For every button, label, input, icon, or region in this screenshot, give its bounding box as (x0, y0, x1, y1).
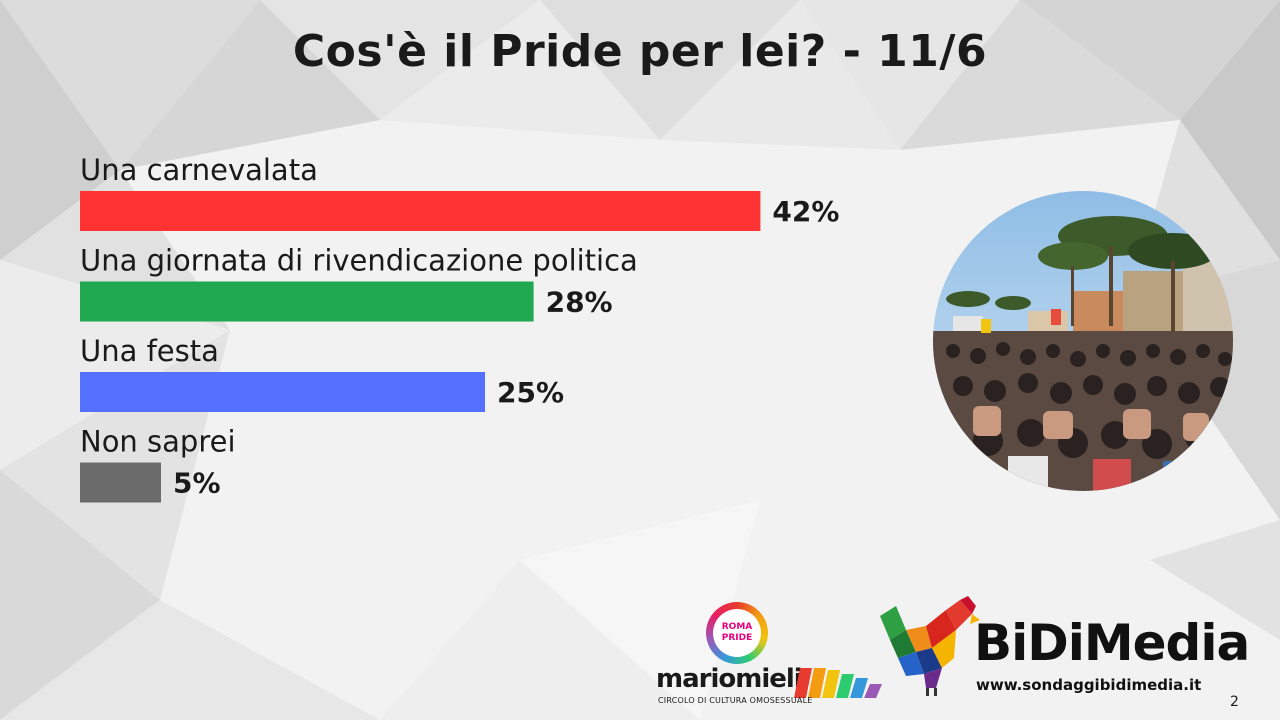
category-label: Una giornata di rivendicazione politica (80, 244, 638, 278)
chart-title: Cos'è il Pride per lei? - 11/6 (292, 26, 988, 77)
bidimedia-logo: BiDiMedia www.sondaggibidimedia.it (876, 596, 1266, 702)
value-label: 5% (173, 467, 221, 500)
rooster-icon (880, 596, 980, 696)
bidimedia-url: www.sondaggibidimedia.it (976, 676, 1202, 694)
roma-pride-line2: PRIDE (721, 633, 753, 643)
crowd-photo-illustration (933, 191, 1233, 491)
value-label: 28% (546, 286, 613, 319)
roma-pride-ring-icon: ROMA PRIDE (706, 602, 768, 664)
bar (80, 372, 485, 412)
category-label: Una festa (80, 334, 219, 368)
mariomieli-subtitle: CIRCOLO DI CULTURA OMOSESSUALE (658, 696, 813, 705)
bar (80, 462, 161, 503)
bidimedia-name: BiDiMedia (974, 614, 1250, 672)
category-label: Una carnevalata (80, 153, 318, 187)
rainbow-stripes-icon (794, 668, 882, 698)
value-label: 42% (772, 195, 839, 228)
roma-pride-line1: ROMA (721, 622, 753, 632)
pride-crowd-photo (933, 191, 1233, 491)
value-label: 25% (497, 376, 564, 409)
mariomieli-name: mariomieli (656, 664, 803, 694)
category-label: Non saprei (80, 425, 236, 459)
bar (80, 281, 534, 322)
roma-pride-logo: ROMA PRIDE mariomieli CIRCOLO DI CULTURA… (654, 598, 884, 710)
bar (80, 191, 761, 231)
page-number: 2 (1230, 694, 1239, 710)
